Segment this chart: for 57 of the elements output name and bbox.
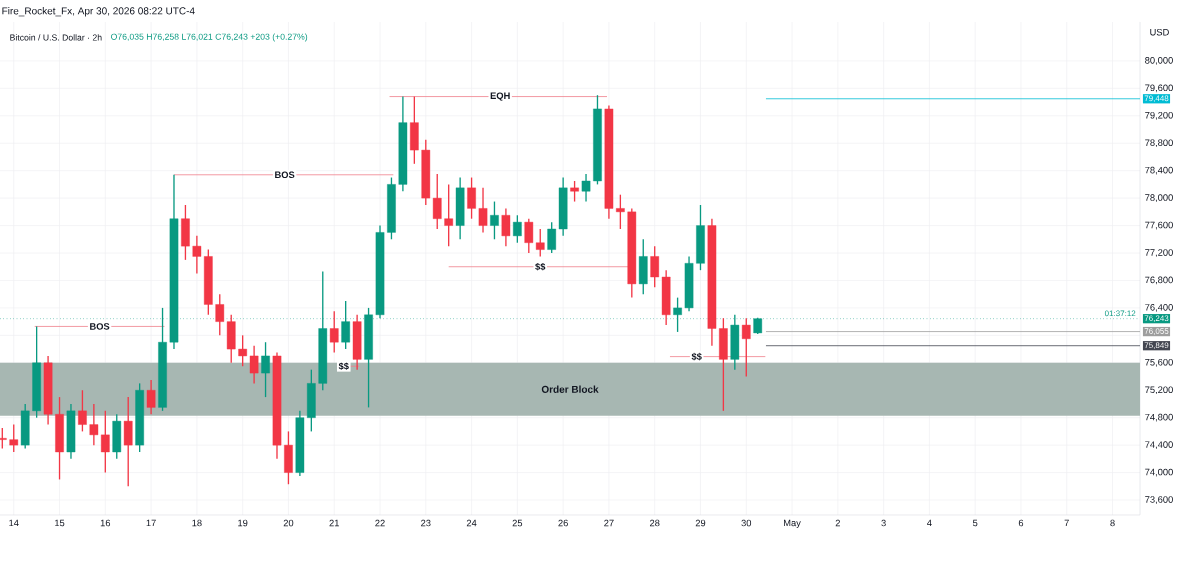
x-tick-label: 28 — [649, 519, 660, 527]
text: Fire_Rocket_Fx, Apr 30, 2026 08:22 UTC-4 — [2, 7, 195, 17]
y-tick-label: 75,600 — [1145, 358, 1173, 367]
x-tick-label: 4 — [927, 519, 932, 527]
x-tick-label: 18 — [192, 519, 202, 527]
y-tick-label: 74,800 — [1145, 413, 1173, 422]
x-tick-label: 2 — [835, 519, 840, 527]
annotation: $$ — [691, 352, 702, 361]
y-tick-label: 78,000 — [1145, 194, 1173, 202]
band-label: Order Block — [541, 385, 599, 393]
y-tick-label: 79,200 — [1145, 111, 1173, 120]
x-tick-label: 30 — [741, 519, 752, 527]
ref-line-label: 76,055 — [1144, 328, 1169, 335]
x-tick-label: 21 — [329, 519, 339, 527]
annotation: EQH — [490, 92, 510, 101]
x-tick-label: 8 — [1110, 519, 1115, 527]
x-tick-label: 17 — [146, 519, 156, 527]
x-tick-label: 6 — [1018, 519, 1024, 527]
x-tick-label: 5 — [972, 519, 978, 527]
x-tick-label: May — [784, 519, 801, 529]
annotation: 01:37:12 — [1104, 310, 1136, 317]
y-tick-label: 73,600 — [1145, 496, 1173, 504]
y-tick-label: 78,800 — [1145, 139, 1173, 148]
x-tick-label: 26 — [558, 519, 568, 527]
x-tick-label: 19 — [238, 519, 248, 527]
x-tick-label: 16 — [100, 519, 111, 527]
ref-line-label: 79,448 — [1144, 95, 1169, 103]
text: USD — [1150, 28, 1169, 36]
ref-line-label: 76,243 — [1144, 315, 1169, 322]
y-tick-label: 77,200 — [1145, 249, 1173, 257]
x-tick-label: 24 — [466, 519, 477, 527]
annotation: BOS — [90, 323, 110, 330]
x-tick-label: 25 — [512, 519, 523, 527]
annotation: $$ — [338, 362, 349, 371]
y-tick-label: 76,400 — [1145, 304, 1173, 312]
y-tick-label: 74,000 — [1145, 468, 1173, 477]
x-tick-label: 29 — [695, 519, 706, 527]
annotation: BOS — [275, 171, 295, 179]
x-tick-label: 15 — [55, 519, 65, 527]
y-tick-label: 76,800 — [1145, 276, 1173, 285]
x-tick-label: 14 — [9, 519, 19, 527]
x-tick-label: 22 — [375, 519, 385, 527]
y-tick-label: 79,600 — [1145, 84, 1173, 93]
y-tick-label: 78,400 — [1145, 166, 1173, 175]
x-tick-label: 27 — [604, 519, 614, 527]
x-tick-label: 7 — [1064, 519, 1069, 527]
x-tick-label: 23 — [421, 519, 431, 527]
ref-line-label: 75,849 — [1144, 342, 1169, 350]
text: Bitcoin / U.S. Dollar · 2h — [10, 34, 102, 41]
y-tick-label: 74,400 — [1145, 441, 1173, 449]
x-tick-label: 3 — [881, 519, 886, 527]
y-tick-label: 75,200 — [1145, 386, 1173, 395]
annotation: O76,035 H76,258 L76,021 C76,243 +203 (+0.27%) — [111, 33, 308, 42]
y-tick-label: 77,600 — [1145, 221, 1173, 230]
y-tick-label: 80,000 — [1145, 57, 1173, 65]
x-tick-label: 20 — [283, 519, 294, 527]
annotation: $$ — [535, 262, 546, 271]
